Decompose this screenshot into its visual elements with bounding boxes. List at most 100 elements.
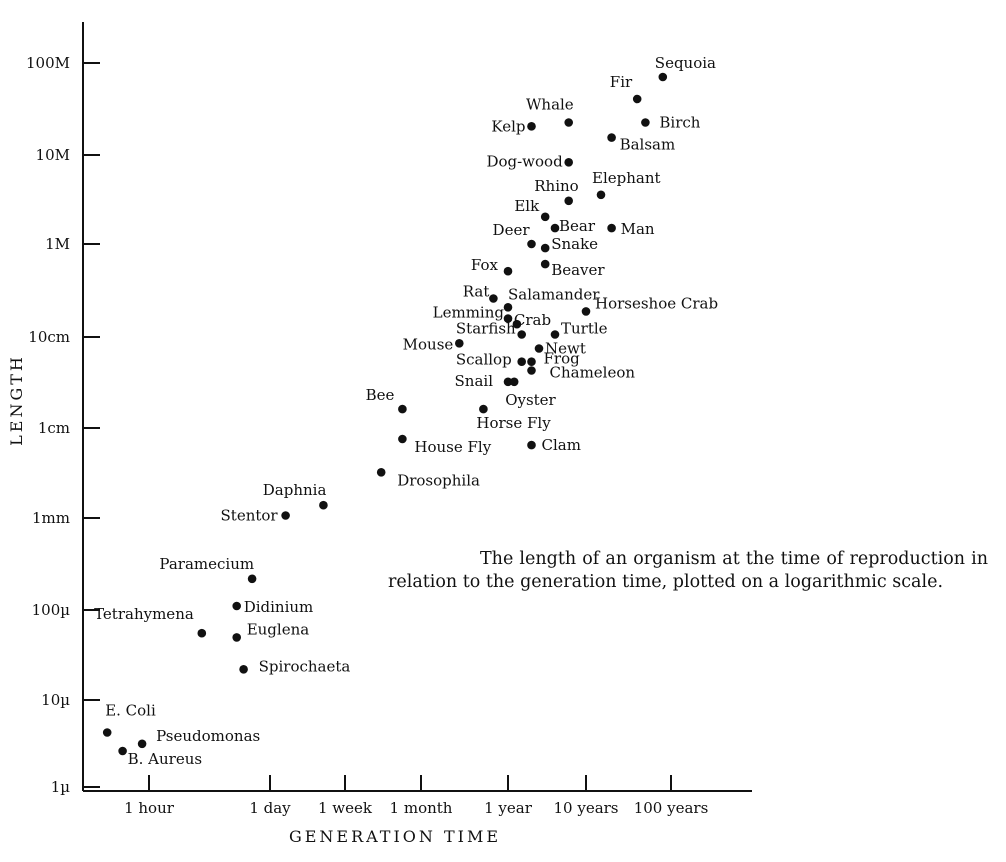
data-point <box>517 330 526 339</box>
data-point <box>527 366 536 375</box>
data-point <box>658 72 668 82</box>
point-label: Tetrahymena <box>94 605 194 623</box>
x-tick-label: 10 years <box>553 799 618 817</box>
data-point <box>118 746 127 756</box>
data-point <box>398 404 407 414</box>
point-label: Scallop <box>456 351 512 369</box>
data-point <box>197 628 207 638</box>
point-label: Whale <box>526 96 574 114</box>
point-label: Sequoia <box>655 54 716 72</box>
point-label: Stentor <box>221 507 279 525</box>
data-point <box>239 665 248 674</box>
x-axis-title: GENERATION TIME <box>289 827 501 846</box>
y-tick-label: 1M <box>45 235 70 253</box>
data-point <box>564 158 573 167</box>
y-tick-label: 10µ <box>41 691 70 709</box>
data-point <box>376 468 386 477</box>
point-label: Chameleon <box>550 364 636 382</box>
data-point <box>232 633 241 642</box>
x-tick-label: 1 hour <box>124 799 175 817</box>
y-axis-title: LENGTH <box>7 354 26 446</box>
point-label: Daphnia <box>263 481 327 499</box>
point-label: Bee <box>366 386 395 404</box>
x-tick-label: 100 years <box>634 799 709 817</box>
data-point <box>503 266 513 276</box>
data-point <box>489 294 498 303</box>
data-point <box>607 133 616 142</box>
data-point <box>512 319 522 329</box>
x-ticks: 1 hour 1 day 1 week 1 month 1 year 10 years 10… <box>124 775 708 817</box>
y-tick-label: 100µ <box>32 601 71 619</box>
point-label: Bear <box>559 217 596 235</box>
data-point <box>527 239 536 249</box>
data-point <box>319 500 328 510</box>
point-label: Fox <box>471 256 499 274</box>
point-label: Euglena <box>247 620 310 638</box>
data-point <box>398 434 407 444</box>
x-tick-label: 1 day <box>249 799 291 817</box>
point-label: Paramecium <box>159 555 254 573</box>
y-ticks: 1µ 10µ 100µ 1mm 1cm 10cm 1M 10M 100M <box>26 54 100 796</box>
y-tick-label: 1µ <box>51 778 71 796</box>
data-point <box>550 223 560 233</box>
point-label: Deer <box>493 221 531 239</box>
point-label: Didinium <box>244 598 314 616</box>
x-tick-label: 1 week <box>318 799 373 817</box>
point-label: Beaver <box>551 261 605 279</box>
data-point <box>632 94 642 104</box>
data-point <box>503 314 513 323</box>
point-label: Frog <box>544 350 581 368</box>
point-label: Spirochaeta <box>259 657 351 675</box>
point-label: Horseshoe Crab <box>595 294 718 312</box>
data-point <box>564 196 573 206</box>
point-label: Snake <box>551 235 598 253</box>
data-point <box>509 377 519 387</box>
point-label: Snail <box>455 372 494 390</box>
point-label: Dog-wood <box>486 152 563 170</box>
data-point <box>455 339 464 348</box>
data-point <box>281 511 290 520</box>
point-label: Mouse <box>403 335 454 353</box>
point-label: Elk <box>514 197 540 215</box>
point-label: Birch <box>659 114 700 132</box>
figure-caption: The length of an organism at the time of… <box>388 549 988 592</box>
x-tick-label: 1 month <box>390 799 453 817</box>
point-label: Lemming <box>433 304 505 322</box>
point-label: Turtle <box>561 320 608 338</box>
point-label: Horse Fly <box>476 414 551 432</box>
data-point <box>527 357 536 367</box>
point-label: B. Aureus <box>128 750 202 768</box>
data-point <box>503 303 513 312</box>
data-point <box>479 404 488 414</box>
y-tick-label: 10M <box>36 146 70 164</box>
data-point <box>527 440 536 450</box>
x-tick-label: 1 year <box>484 799 533 817</box>
data-point <box>527 122 536 131</box>
point-label: E. Coli <box>105 702 156 720</box>
data-point <box>540 212 550 222</box>
point-label: Balsam <box>620 136 676 154</box>
data-point <box>581 307 591 316</box>
point-label: Starfish <box>456 320 516 338</box>
point-label: Oyster <box>505 391 556 409</box>
point-label: Elephant <box>592 169 661 187</box>
point-label: House Fly <box>414 438 491 456</box>
point-label: Man <box>621 220 655 238</box>
point-label: Newt <box>545 340 586 358</box>
y-tick-label: 1mm <box>32 509 70 527</box>
y-tick-label: 10cm <box>28 328 70 346</box>
point-label: Fir <box>610 73 633 91</box>
point-label: Pseudomonas <box>156 727 260 745</box>
data-point <box>540 243 550 253</box>
point-label: Rat <box>463 283 490 301</box>
data-point <box>503 377 513 387</box>
data-point <box>564 118 573 127</box>
data-point <box>534 344 544 353</box>
y-tick-label: 100M <box>26 54 70 72</box>
point-label: Clam <box>542 436 581 454</box>
y-tick-label: 1cm <box>38 419 70 437</box>
data-point <box>607 223 616 233</box>
data-point <box>540 259 550 269</box>
